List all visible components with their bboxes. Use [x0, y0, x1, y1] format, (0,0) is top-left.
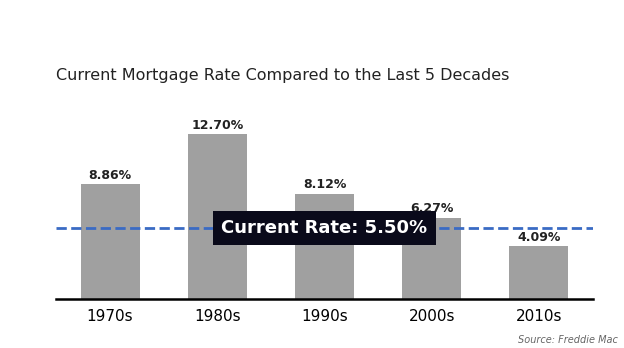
Text: 8.12%: 8.12% — [303, 178, 346, 191]
Bar — [509, 246, 568, 299]
Text: Historical Rate Comparison: Historical Rate Comparison — [119, 20, 505, 44]
Text: 6.27%: 6.27% — [410, 202, 454, 215]
Text: 12.70%: 12.70% — [191, 119, 243, 132]
Text: 4.09%: 4.09% — [517, 230, 560, 244]
Text: Current Mortgage Rate Compared to the Last 5 Decades: Current Mortgage Rate Compared to the La… — [56, 68, 510, 83]
Text: Source: Freddie Mac: Source: Freddie Mac — [518, 334, 618, 345]
Bar — [188, 134, 246, 299]
Bar — [295, 194, 354, 299]
Text: Current Rate: 5.50%: Current Rate: 5.50% — [222, 219, 427, 237]
Bar — [80, 184, 140, 299]
Text: 8.86%: 8.86% — [89, 168, 132, 182]
Bar — [402, 218, 461, 299]
